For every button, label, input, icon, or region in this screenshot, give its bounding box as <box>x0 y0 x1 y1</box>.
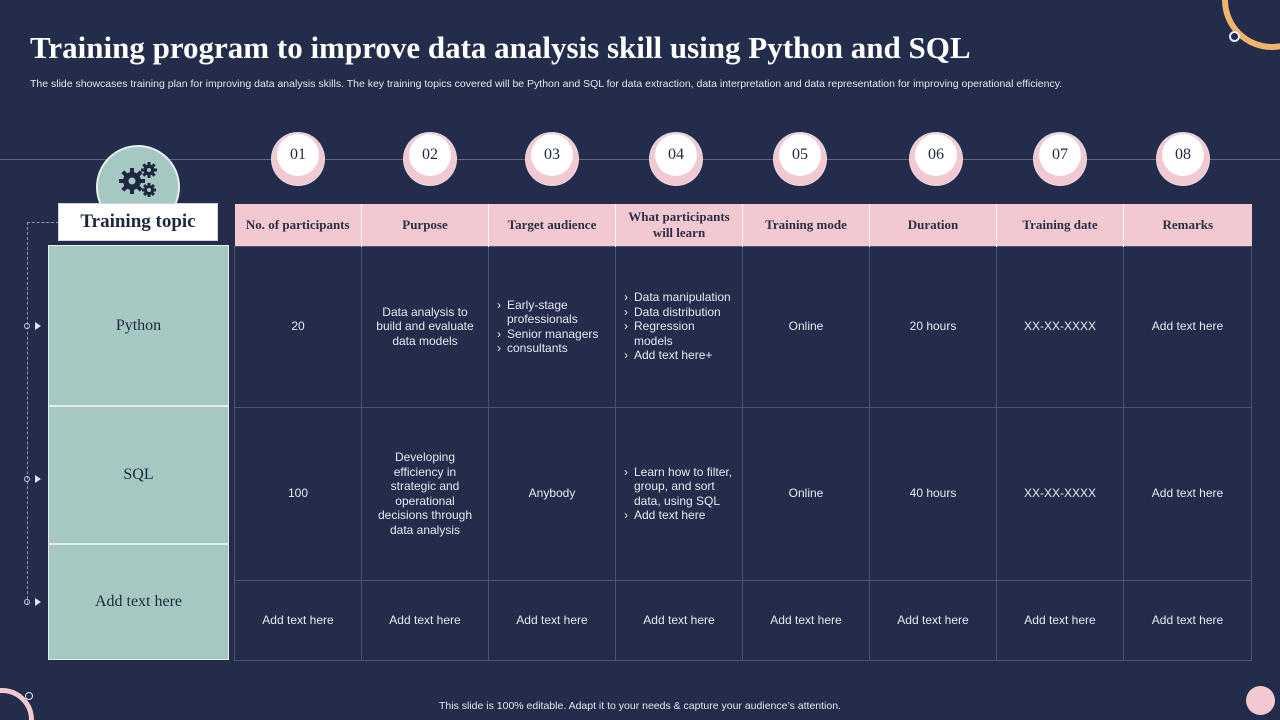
learn-list: Data manipulation Data distribution Regr… <box>624 290 734 363</box>
row-marker <box>24 321 44 331</box>
cell-audience: Early-stage professionals Senior manager… <box>488 245 616 408</box>
cell-duration: 20 hours <box>869 245 997 408</box>
gears-icon <box>119 162 157 197</box>
column-header: What participants will learn <box>615 204 743 246</box>
column-header: Training date <box>996 204 1124 246</box>
table-row: Add text here Add text here Add text her… <box>234 579 1252 661</box>
cell-learn: Add text here <box>615 579 743 661</box>
cell-date: XX-XX-XXXX <box>996 245 1124 408</box>
step-number: 07 <box>1039 134 1081 176</box>
cell-date: Add text here <box>996 579 1124 661</box>
row-marker <box>24 597 44 607</box>
topic-sql: SQL <box>48 406 229 544</box>
column-header: Training mode <box>742 204 870 246</box>
list-item: Add text here <box>624 508 734 523</box>
topic-python: Python <box>48 245 229 406</box>
cell-participants: 20 <box>234 245 362 408</box>
column-header: Target audience <box>488 204 616 246</box>
decorative-ring-top-right <box>1222 0 1280 50</box>
row-marker <box>24 474 44 484</box>
training-table: No. of participants Purpose Target audie… <box>234 204 1252 661</box>
cell-purpose: Developing efficiency in strategic and o… <box>361 406 489 581</box>
list-item: Regression models <box>624 319 734 348</box>
column-header: Remarks <box>1123 204 1252 246</box>
cell-audience: Anybody <box>488 406 616 581</box>
cell-learn: Learn how to filter, group, and sort dat… <box>615 406 743 581</box>
step-number: 05 <box>779 134 821 176</box>
table-header-row: No. of participants Purpose Target audie… <box>234 204 1252 246</box>
step-circle: 06 <box>909 132 963 186</box>
step-circle: 05 <box>773 132 827 186</box>
cell-learn: Data manipulation Data distribution Regr… <box>615 245 743 408</box>
decorative-dot-bottom-left <box>25 692 33 700</box>
cell-mode: Online <box>742 406 870 581</box>
cell-participants: 100 <box>234 406 362 581</box>
column-header: Duration <box>869 204 997 246</box>
page-title: Training program to improve data analysi… <box>30 30 971 65</box>
list-item: Add text here+ <box>624 348 734 363</box>
cell-duration: Add text here <box>869 579 997 661</box>
column-header: No. of participants <box>234 204 362 246</box>
cell-mode: Online <box>742 245 870 408</box>
timeline-line <box>0 159 1280 160</box>
list-item: Data manipulation <box>624 290 734 305</box>
topic-connector-line <box>27 222 28 604</box>
cell-mode: Add text here <box>742 579 870 661</box>
cell-duration: 40 hours <box>869 406 997 581</box>
cell-remarks: Add text here <box>1123 406 1252 581</box>
learn-list: Learn how to filter, group, and sort dat… <box>624 465 734 523</box>
cell-remarks: Add text here <box>1123 579 1252 661</box>
cell-purpose: Add text here <box>361 579 489 661</box>
cell-date: XX-XX-XXXX <box>996 406 1124 581</box>
step-circle: 02 <box>403 132 457 186</box>
audience-list: Early-stage professionals Senior manager… <box>497 298 607 356</box>
step-circle: 04 <box>649 132 703 186</box>
list-item: Data distribution <box>624 305 734 320</box>
decorative-dot-top-right <box>1229 31 1240 42</box>
list-item: Learn how to filter, group, and sort dat… <box>624 465 734 509</box>
step-circle: 08 <box>1156 132 1210 186</box>
list-item: consultants <box>497 341 607 356</box>
list-item: Early-stage professionals <box>497 298 607 327</box>
step-circle: 03 <box>525 132 579 186</box>
step-number: 06 <box>915 134 957 176</box>
step-number: 04 <box>655 134 697 176</box>
table-row: 100 Developing efficiency in strategic a… <box>234 406 1252 581</box>
topic-other: Add text here <box>48 544 229 660</box>
table-row: 20 Data analysis to build and evaluate d… <box>234 245 1252 408</box>
step-number: 02 <box>409 134 451 176</box>
page-subtitle: The slide showcases training plan for im… <box>30 78 1063 90</box>
decorative-circle-bottom-right <box>1246 686 1275 715</box>
footer-note: This slide is 100% editable. Adapt it to… <box>439 700 841 712</box>
step-circle: 01 <box>271 132 325 186</box>
step-number: 08 <box>1162 134 1204 176</box>
step-circle: 07 <box>1033 132 1087 186</box>
column-header: Purpose <box>361 204 489 246</box>
cell-participants: Add text here <box>234 579 362 661</box>
training-topic-label: Training topic <box>58 203 218 241</box>
cell-remarks: Add text here <box>1123 245 1252 408</box>
topic-connector-line <box>27 222 59 223</box>
step-number: 03 <box>531 134 573 176</box>
step-number: 01 <box>277 134 319 176</box>
topic-column: Python SQL Add text here <box>48 245 229 660</box>
list-item: Senior managers <box>497 327 607 342</box>
cell-audience: Add text here <box>488 579 616 661</box>
cell-purpose: Data analysis to build and evaluate data… <box>361 245 489 408</box>
